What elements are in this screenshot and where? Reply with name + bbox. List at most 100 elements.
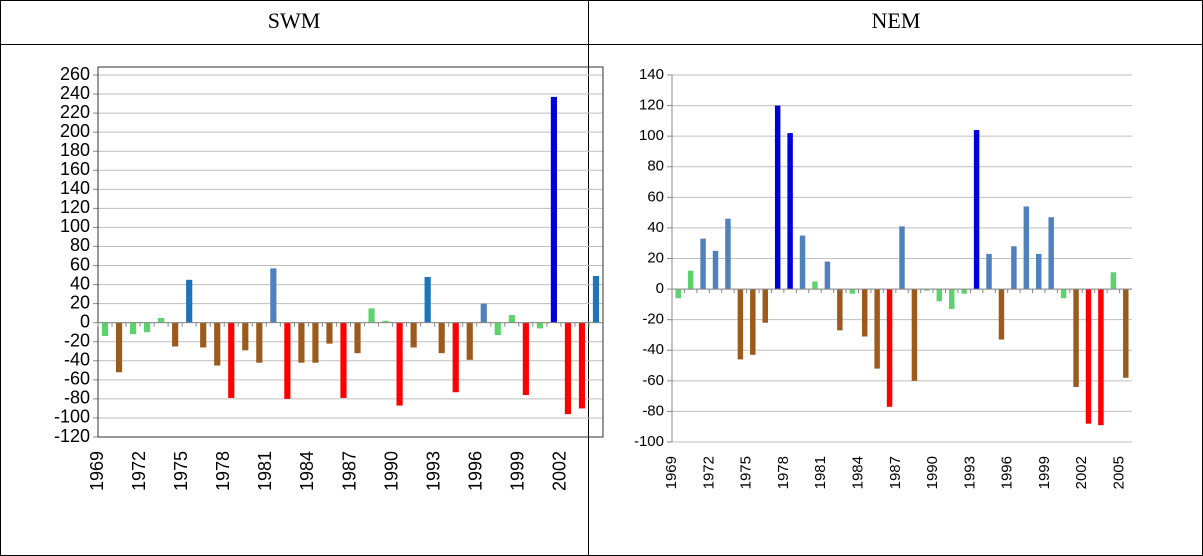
column-header: NEM (872, 8, 921, 33)
bar (1060, 289, 1067, 299)
y-tick-label: 80 (70, 235, 90, 255)
x-tick-label: 1990 (381, 451, 401, 491)
x-tick-label: 1984 (297, 451, 317, 491)
bar (298, 322, 305, 363)
x-tick-label: 1972 (700, 456, 717, 489)
bar (712, 250, 719, 290)
bar (861, 289, 868, 337)
y-tick-label: 220 (60, 102, 90, 122)
bar (186, 279, 193, 323)
bar (737, 289, 744, 360)
bar (200, 322, 207, 348)
bar (340, 322, 347, 398)
x-tick-label: 1978 (775, 456, 792, 489)
bar (382, 320, 389, 323)
bar (774, 105, 781, 290)
y-tick-label: 100 (60, 216, 90, 236)
y-tick-label: 160 (60, 159, 90, 179)
bar (564, 322, 572, 415)
bar (158, 317, 165, 323)
plot-border (97, 66, 604, 438)
bar (578, 322, 586, 409)
x-tick-label: 1987 (339, 451, 359, 491)
x-tick-label: 1978 (213, 451, 233, 491)
bar (452, 322, 459, 393)
bar (256, 322, 263, 363)
y-tick-label: 180 (60, 140, 90, 160)
bar (228, 322, 235, 398)
bar (675, 289, 681, 299)
bar (1110, 272, 1117, 290)
y-tick-label: 120 (639, 97, 664, 114)
bar (129, 322, 137, 335)
bar (101, 322, 109, 337)
bar (424, 276, 431, 323)
x-tick-label: 1969 (87, 451, 107, 491)
bar (410, 322, 417, 348)
bar (961, 289, 967, 294)
bar (1036, 253, 1042, 290)
y-tick-label: 0 (80, 311, 90, 331)
y-tick-label: 140 (639, 66, 664, 83)
x-tick-label: 2002 (550, 451, 570, 491)
y-tick-label: 100 (639, 127, 664, 144)
y-tick-label: 240 (60, 83, 90, 103)
bar (911, 289, 918, 381)
y-tick-label: 40 (70, 273, 90, 293)
bar (986, 253, 992, 290)
bar (1011, 246, 1017, 290)
x-tick-label: 1996 (466, 451, 486, 491)
bar (973, 130, 980, 290)
y-tick-label: -80 (642, 402, 664, 419)
x-tick-label: 1975 (171, 451, 191, 491)
bar (1123, 289, 1129, 378)
bar (787, 133, 793, 290)
bar (508, 315, 515, 323)
bar (1085, 289, 1092, 424)
y-tick-label: 60 (70, 254, 90, 274)
x-tick-label: 1993 (423, 451, 443, 491)
bar (725, 218, 731, 290)
bar (550, 96, 557, 323)
y-tick-label: -40 (642, 341, 664, 358)
x-tick-label: 1999 (508, 451, 528, 491)
x-tick-label: 1972 (129, 451, 149, 491)
x-tick-label: 1996 (999, 456, 1016, 489)
bar (837, 289, 843, 331)
x-tick-label: 1975 (738, 456, 755, 489)
bar (326, 322, 333, 344)
x-tick-label: 2002 (1073, 456, 1090, 489)
y-tick-label: 260 (60, 64, 90, 84)
x-tick-label: 1981 (255, 451, 275, 491)
bar (144, 322, 151, 333)
y-tick-label: -100 (54, 407, 90, 427)
bar (998, 289, 1005, 340)
x-tick-label: 1990 (924, 456, 941, 489)
bar (874, 289, 880, 369)
x-tick-label: 1993 (961, 456, 978, 489)
bar (886, 289, 893, 407)
y-tick-label: 40 (647, 219, 664, 236)
bar (438, 322, 445, 354)
bar (812, 281, 818, 290)
y-tick-label: 140 (60, 178, 90, 198)
bar (1023, 206, 1030, 290)
bar (480, 303, 487, 323)
x-tick-label: 1981 (812, 456, 829, 489)
y-tick-label: -20 (642, 311, 664, 328)
bar (750, 289, 756, 355)
bar (799, 235, 806, 290)
y-tick-label: -80 (64, 388, 90, 408)
y-tick-label: 60 (647, 188, 664, 205)
bar (762, 289, 768, 323)
bar (172, 322, 179, 347)
bar (536, 322, 543, 329)
x-tick-label: 1984 (849, 456, 866, 489)
bar (368, 308, 375, 323)
bar (849, 289, 856, 294)
bar (1098, 289, 1104, 426)
bar (522, 322, 529, 396)
y-tick-label: -120 (54, 426, 90, 446)
bar (242, 322, 249, 351)
y-tick-label: 20 (70, 292, 90, 312)
